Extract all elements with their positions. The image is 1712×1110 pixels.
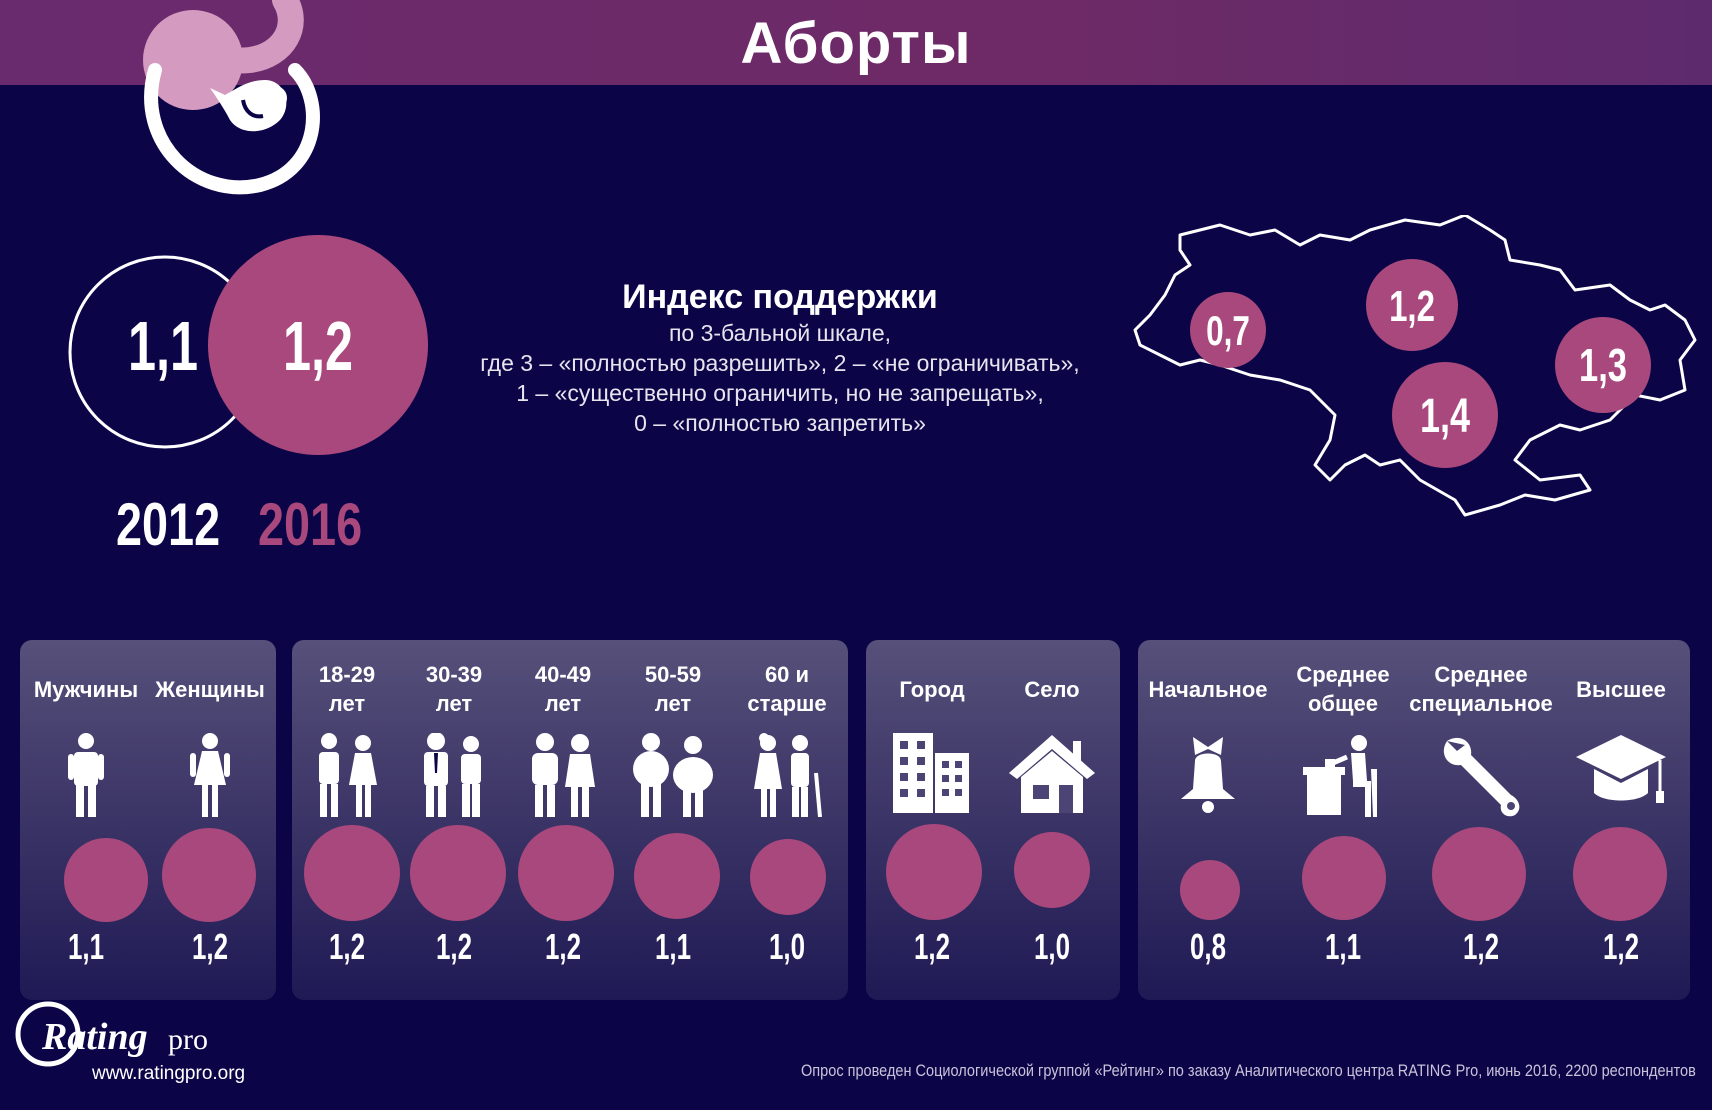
value-dot: [1573, 827, 1667, 921]
group-value: 1,1: [654, 926, 692, 967]
group-secondary-general: Среднее общее 1,1: [1278, 640, 1408, 1000]
group-value: 1,2: [544, 926, 582, 967]
survey-footnote: Опрос проведен Социологической группой «…: [801, 1062, 1696, 1080]
group-age-40-49: 40-49 лет 1,2: [508, 640, 618, 1000]
value-2016: 1,2: [283, 307, 353, 385]
value-2012: 1,1: [128, 307, 198, 385]
young-couple-icon: [292, 733, 402, 822]
panel-gender: Мужчины 1,1 Женщины 1,2: [20, 640, 276, 1000]
value-dot: [162, 828, 256, 922]
region-west-dot: [1190, 292, 1266, 368]
group-value: 0,8: [1189, 926, 1227, 967]
fetus-icon: [143, 0, 320, 195]
group-men: Мужчины 1,1: [30, 640, 148, 1000]
group-age-18-29: 18-29 лет 1,2: [292, 640, 402, 1000]
wrench-icon: [1406, 733, 1556, 822]
man-icon: [30, 733, 142, 822]
group-value: 1,2: [1602, 926, 1640, 967]
group-value: 1,0: [768, 926, 806, 967]
city-building-icon: [872, 733, 992, 818]
group-value: 1,2: [913, 926, 951, 967]
year-2016-label: 2016: [258, 491, 363, 558]
region-south-value: 1,4: [1420, 389, 1470, 442]
logo-brand-suffix: pro: [168, 1023, 208, 1056]
group-label: Мужчины: [33, 677, 139, 702]
group-value: 1,2: [328, 926, 366, 967]
value-dot: [1432, 827, 1526, 921]
panel-education: Начальное 0,8 Среднее общее 1,1 Среднее …: [1138, 640, 1690, 1000]
year-2012-label: 2012: [116, 491, 221, 558]
group-value: 1,1: [67, 926, 105, 967]
house-icon: [990, 733, 1114, 818]
panel-settlement: Город 1,2 Село 1,0: [866, 640, 1120, 1000]
group-label: Город: [899, 677, 965, 702]
group-value: 1,2: [1462, 926, 1500, 967]
group-value: 1,1: [1324, 926, 1362, 967]
index-line: 0 – «полностью запретить»: [634, 410, 926, 436]
group-value: 1,2: [435, 926, 473, 967]
value-dot: [304, 825, 400, 921]
region-north-value: 1,2: [1389, 283, 1435, 332]
group-label: Начальное: [1148, 677, 1268, 702]
value-dot: [886, 824, 982, 920]
value-dot: [410, 825, 506, 921]
group-label: Среднее общее: [1296, 662, 1390, 716]
business-couple-icon: [400, 732, 508, 822]
region-south-dot: [1392, 362, 1498, 468]
middle-couple-icon: [508, 733, 618, 822]
value-dot: [1180, 860, 1240, 920]
value-dot: [1014, 832, 1090, 908]
group-label: 60 и старше: [747, 662, 827, 716]
student-desk-icon: [1278, 733, 1408, 822]
value-dot: [1302, 836, 1386, 920]
group-women: Женщины 1,2: [146, 640, 274, 1000]
group-age-60-plus: 60 и старше 1,0: [728, 640, 846, 1000]
woman-icon: [146, 733, 274, 822]
value-dot: [750, 839, 826, 915]
graduation-cap-icon: [1556, 733, 1686, 818]
overall-comparison: 1,1 1,2: [68, 235, 428, 455]
bubble-2016: [208, 235, 428, 455]
index-line: где 3 – «полностью разрешить», 2 – «не о…: [480, 350, 1080, 376]
panel-age: 18-29 лет 1,2 30-39 лет 1,2 40-49 лет 1,…: [292, 640, 848, 1000]
value-dot: [634, 833, 720, 919]
index-title: Индекс поддержки: [622, 278, 938, 316]
group-age-50-59: 50-59 лет 1,1: [618, 640, 728, 1000]
group-label: Женщины: [155, 677, 265, 702]
group-secondary-special: Среднее специальное 1,2: [1406, 640, 1556, 1000]
group-village: Село 1,0: [990, 640, 1114, 1000]
heavy-couple-icon: [618, 733, 728, 822]
website-url[interactable]: www.ratingpro.org: [92, 1063, 246, 1084]
region-east-value: 1,3: [1579, 339, 1627, 391]
group-primary-education: Начальное 0,8: [1138, 640, 1278, 1000]
elderly-couple-icon: [728, 733, 846, 822]
group-higher-education: Высшее 1,2: [1556, 640, 1686, 1000]
index-line: по 3-бальной шкале,: [668, 320, 892, 346]
group-value: 1,2: [191, 926, 229, 967]
region-west-value: 0,7: [1206, 307, 1250, 355]
index-description: по 3-бальной шкале, где 3 – «полностью р…: [420, 318, 1140, 438]
logo-brand-main: Rating: [41, 1016, 148, 1058]
group-label: Село: [1024, 677, 1080, 702]
value-dot: [518, 825, 614, 921]
ratingpro-logo: Rating pro: [15, 1001, 208, 1067]
group-age-30-39: 30-39 лет 1,2: [400, 640, 508, 1000]
group-label: 40-49 лет: [534, 662, 592, 716]
region-north-dot: [1366, 259, 1458, 351]
group-label: Высшее: [1576, 677, 1666, 702]
group-city: Город 1,2: [872, 640, 992, 1000]
group-value: 1,0: [1033, 926, 1071, 967]
group-label: 18-29 лет: [318, 662, 376, 716]
group-label: Среднее специальное: [1409, 662, 1553, 716]
page-title: Аборты: [740, 11, 972, 76]
value-dot: [64, 838, 148, 922]
group-label: 50-59 лет: [644, 662, 702, 716]
index-line: 1 – «существенно ограничить, но не запре…: [516, 380, 1044, 406]
ukraine-map: 0,7 1,2 1,3 1,4: [1133, 215, 1697, 517]
group-label: 30-39 лет: [425, 662, 483, 716]
school-bell-icon: [1138, 733, 1278, 822]
region-east-dot: [1555, 317, 1651, 413]
